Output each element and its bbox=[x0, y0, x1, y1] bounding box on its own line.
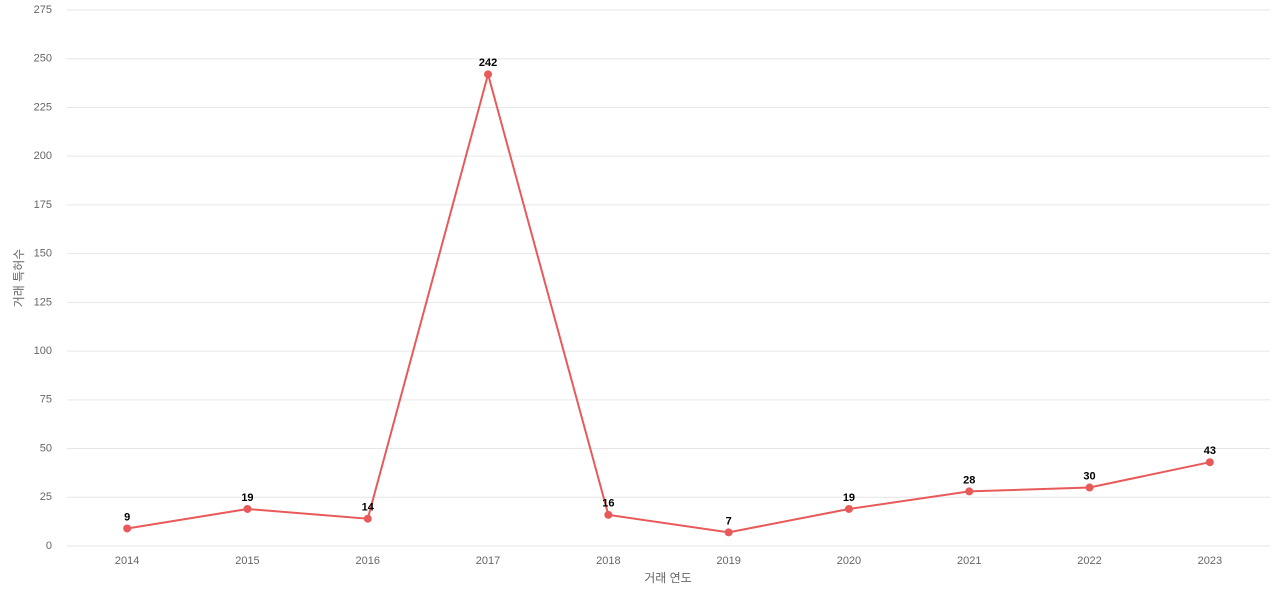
data-label: 7 bbox=[726, 515, 732, 527]
x-tick-label: 2021 bbox=[957, 555, 981, 567]
point bbox=[123, 524, 132, 533]
y-tick-label: 175 bbox=[34, 199, 52, 211]
x-tick-label: 2018 bbox=[596, 555, 620, 567]
y-tick-label: 0 bbox=[46, 540, 52, 552]
data-label: 242 bbox=[479, 57, 497, 69]
point bbox=[724, 528, 733, 537]
point bbox=[243, 504, 252, 513]
line bbox=[126, 70, 1211, 534]
x-tick-label: 2015 bbox=[235, 555, 259, 567]
x-tick-label: 2019 bbox=[716, 555, 740, 567]
point bbox=[363, 514, 372, 523]
y-tick-label: 100 bbox=[34, 345, 52, 357]
point bbox=[484, 70, 493, 79]
point bbox=[604, 510, 613, 519]
point bbox=[844, 504, 853, 513]
point bbox=[1205, 458, 1214, 467]
y-tick-label: 25 bbox=[40, 491, 52, 503]
data-label: 9 bbox=[124, 511, 130, 523]
x-axis-title: 거래 연도 bbox=[644, 571, 692, 585]
x-tick-label: 2016 bbox=[356, 555, 380, 567]
y-tick-label: 225 bbox=[34, 101, 52, 113]
data-label: 28 bbox=[963, 474, 975, 486]
data-label: 30 bbox=[1083, 470, 1095, 482]
data-label: 19 bbox=[843, 492, 855, 504]
y-tick-label: 50 bbox=[40, 442, 52, 454]
data-label: 19 bbox=[241, 492, 253, 504]
data-label: 16 bbox=[602, 498, 614, 510]
data-label: 43 bbox=[1204, 445, 1216, 457]
y-tick-label: 275 bbox=[34, 4, 52, 16]
x-tick-label: 2014 bbox=[115, 555, 139, 567]
x-tick-label: 2017 bbox=[476, 555, 500, 567]
y-tick-label: 250 bbox=[34, 53, 52, 65]
y-axis-title: 거래 특허수 bbox=[12, 249, 26, 308]
y-tick-label: 125 bbox=[34, 296, 52, 308]
y-tick-label: 200 bbox=[34, 150, 52, 162]
y-tick-label: 75 bbox=[40, 394, 52, 406]
point bbox=[1085, 483, 1094, 492]
x-tick-label: 2020 bbox=[837, 555, 861, 567]
data-label: 14 bbox=[362, 502, 375, 514]
y-tick-label: 150 bbox=[34, 248, 52, 260]
x-tick-label: 2022 bbox=[1077, 555, 1101, 567]
point bbox=[965, 487, 974, 496]
x-tick-label: 2023 bbox=[1198, 555, 1222, 567]
